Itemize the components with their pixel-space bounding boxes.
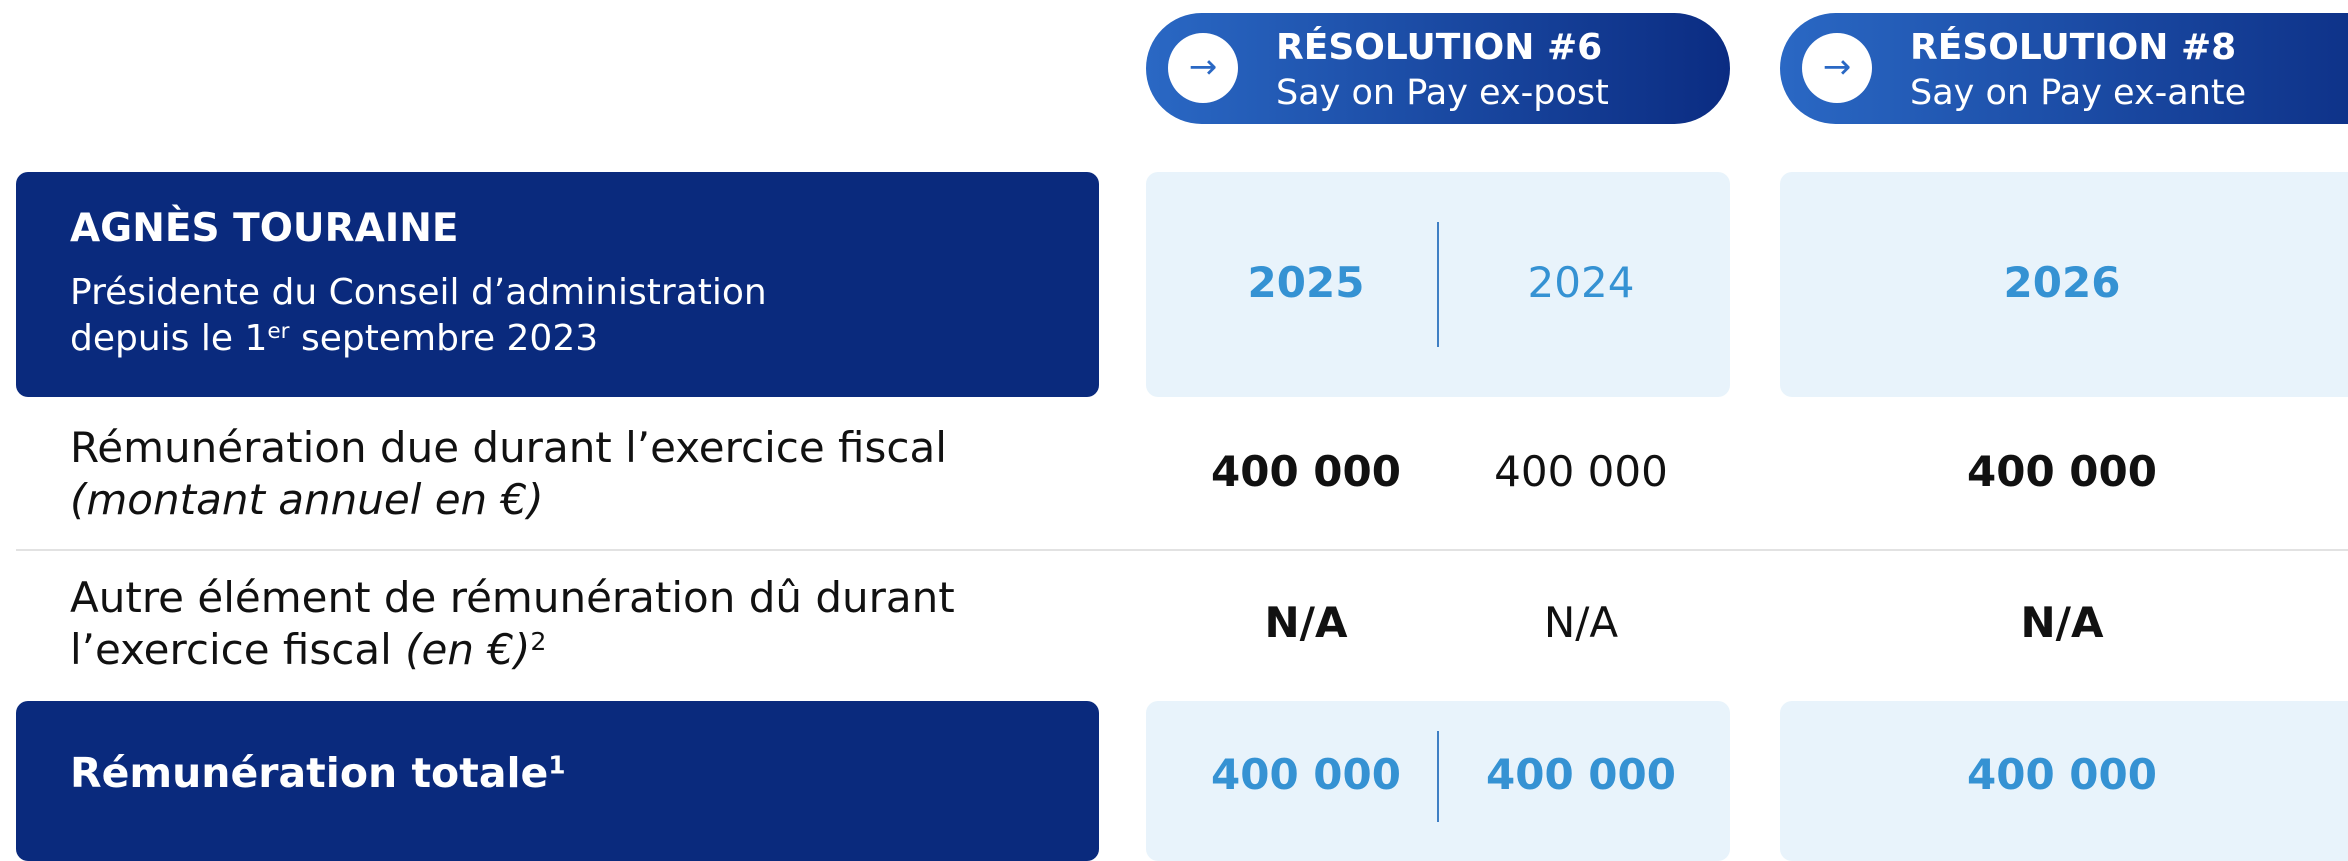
- resolution-subtitle: Say on Pay ex-post: [1276, 73, 1609, 113]
- arrow-icon: →: [1802, 33, 1872, 103]
- text: (montant annuel en €): [70, 475, 544, 524]
- year: 2024: [1527, 258, 1635, 307]
- divider: [1437, 731, 1439, 822]
- text: Autre élément de rémunération dû durant: [70, 573, 955, 622]
- total-value: 400 000: [1211, 750, 1401, 799]
- year: 2026: [2003, 258, 2121, 307]
- row-label: Rémunération due durant l’exercice fisca…: [70, 422, 947, 526]
- person-card: AGNÈS TOURAINE Présidente du Conseil d’a…: [16, 172, 1099, 397]
- total-label: Rémunération totale1: [70, 749, 565, 797]
- arrow-icon: →: [1168, 33, 1238, 103]
- row-label: Autre élément de rémunération dû durant …: [70, 572, 955, 676]
- text: l’exercice fiscal: [70, 625, 406, 674]
- person-name: AGNÈS TOURAINE: [70, 206, 459, 251]
- total-values: [1780, 701, 2348, 861]
- value: N/A: [1543, 598, 1619, 647]
- year: 2025: [1247, 258, 1365, 307]
- superscript: er: [267, 319, 290, 345]
- value: N/A: [1264, 598, 1348, 647]
- text: septembre 2023: [289, 318, 599, 359]
- resolution-subtitle: Say on Pay ex-ante: [1910, 73, 2247, 113]
- value: N/A: [2020, 598, 2104, 647]
- resolution-title: RÉSOLUTION #8: [1910, 27, 2237, 68]
- superscript: 2: [530, 627, 547, 657]
- person-role: Présidente du Conseil d’administration: [70, 272, 767, 313]
- text: (en €): [405, 625, 531, 674]
- value: 400 000: [1211, 447, 1401, 496]
- resolution-pill[interactable]: → RÉSOLUTION #6 Say on Pay ex-post: [1146, 13, 1730, 124]
- total-value: 400 000: [1967, 750, 2157, 799]
- value: 400 000: [1967, 447, 2157, 496]
- divider: [1437, 222, 1439, 347]
- text: Rémunération due durant l’exercice fisca…: [70, 423, 947, 472]
- resolution-title: RÉSOLUTION #6: [1276, 27, 1603, 68]
- text: depuis le 1: [70, 318, 268, 359]
- resolution-pill[interactable]: → RÉSOLUTION #8 Say on Pay ex-ante: [1780, 13, 2348, 124]
- superscript: 1: [548, 750, 566, 780]
- person-since: depuis le 1er septembre 2023: [70, 318, 598, 359]
- text: Rémunération totale: [70, 749, 549, 797]
- total-value: 400 000: [1486, 750, 1676, 799]
- total-card: Rémunération totale1: [16, 701, 1099, 861]
- value: 400 000: [1494, 447, 1668, 496]
- year-header: [1780, 172, 2348, 397]
- row-separator: [16, 549, 2348, 551]
- text: l’exercice fiscal (en €)2: [70, 624, 955, 676]
